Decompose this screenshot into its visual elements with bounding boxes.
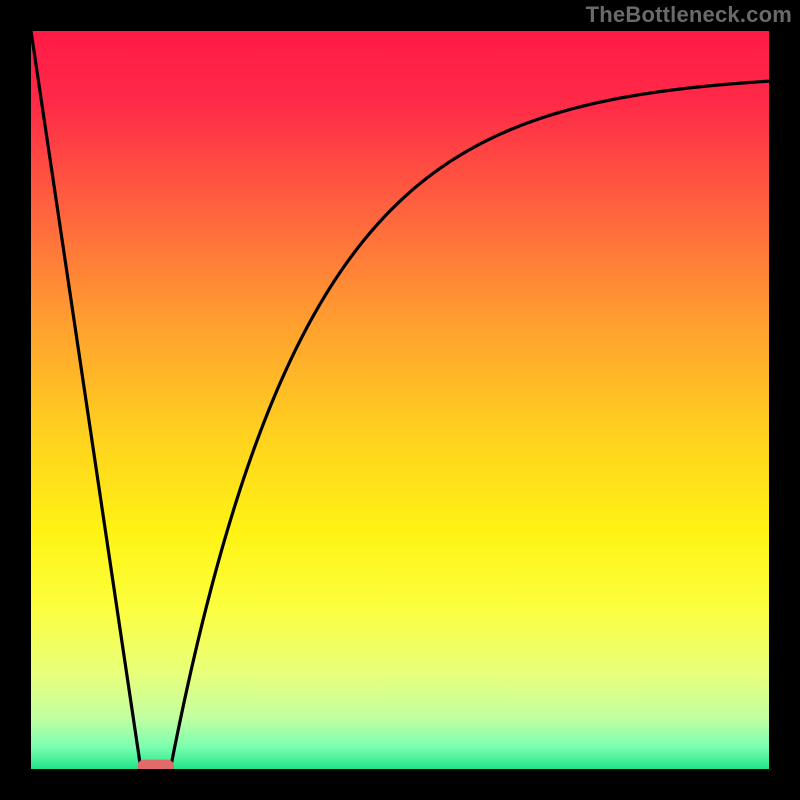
- watermark-text: TheBottleneck.com: [586, 2, 792, 28]
- chart-container: TheBottleneck.com: [0, 0, 800, 800]
- plot-background: [31, 31, 769, 769]
- bottleneck-chart: [0, 0, 800, 800]
- frame-bottom: [0, 769, 800, 800]
- frame-right: [769, 0, 800, 800]
- frame-left: [0, 0, 31, 800]
